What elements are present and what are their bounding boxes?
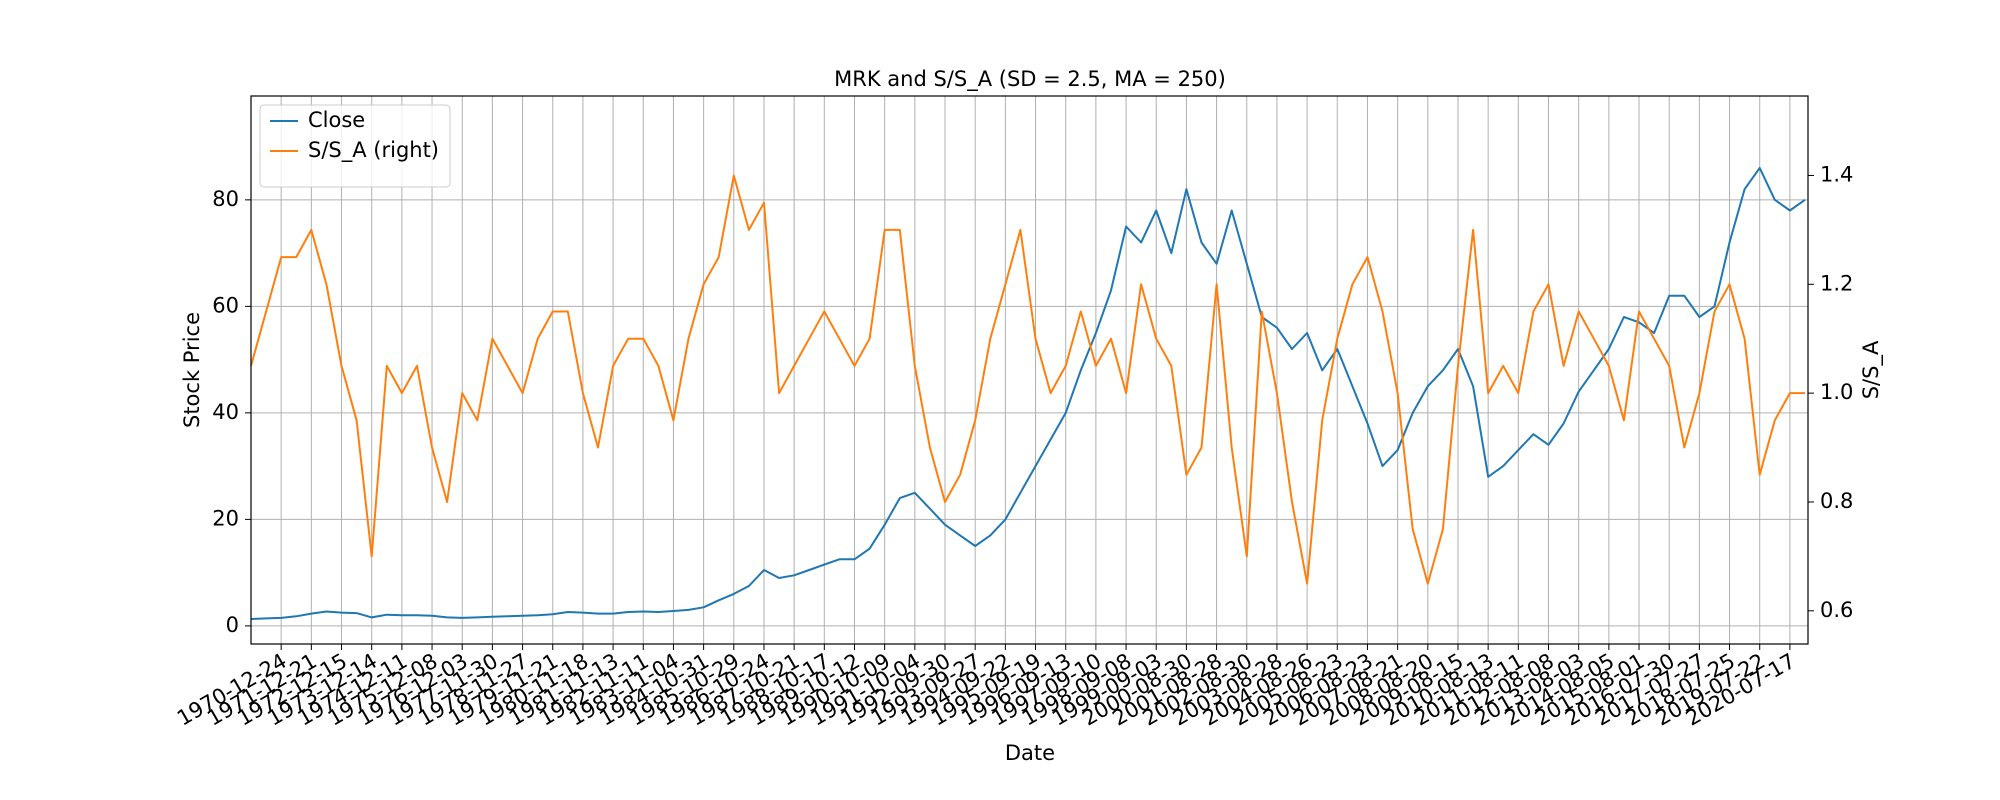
legend-label: S/S_A (right) (308, 138, 439, 163)
y2-tick-label: 1.0 (1820, 380, 1853, 404)
y-tick-label: 40 (212, 400, 239, 424)
y-tick-label: 20 (212, 506, 239, 530)
y2-tick-label: 0.6 (1820, 598, 1853, 622)
y2-axis-label: S/S_A (1859, 340, 1884, 399)
plot-frame (250, 95, 1809, 645)
x-axis-label: Date (1005, 741, 1055, 765)
legend-label: Close (308, 108, 365, 132)
y-tick-label: 60 (212, 293, 239, 317)
y-axis-label: Stock Price (180, 312, 204, 428)
line-series (250, 174, 1805, 585)
y2-tick-label: 1.2 (1820, 271, 1853, 295)
legend-box (259, 104, 451, 188)
line-series (250, 166, 1806, 620)
y2-tick-label: 0.8 (1820, 489, 1853, 513)
y2-tick-label: 1.4 (1820, 162, 1853, 186)
y-tick-label: 80 (212, 187, 239, 211)
y-tick-label: 0 (226, 613, 239, 637)
chart-title: MRK and S/S_A (SD = 2.5, MA = 250) (834, 67, 1226, 92)
